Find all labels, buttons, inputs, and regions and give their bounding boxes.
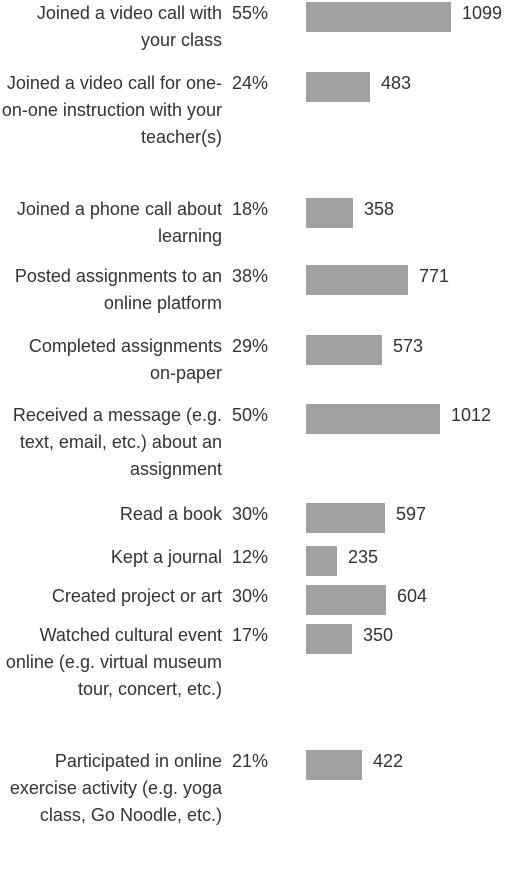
percent-label: 21% (232, 751, 269, 771)
category-label: Joined a video call for one-on-one instr… (1, 73, 222, 147)
percent-label: 29% (232, 336, 269, 356)
percent-label: 55% (232, 3, 269, 23)
value-label: 573 (393, 336, 424, 356)
category-label: Kept a journal (110, 547, 222, 567)
bar (306, 503, 385, 533)
category-label: Joined a phone call about learning (16, 199, 222, 246)
percent-label: 30% (232, 586, 269, 606)
value-label: 235 (348, 547, 379, 567)
percent-label: 24% (232, 73, 269, 93)
category-label: Posted assignments to an online platform (14, 266, 222, 313)
category-label: Participated in online exercise activity… (9, 751, 222, 825)
value-label: 350 (363, 625, 394, 645)
value-label: 422 (373, 751, 404, 771)
bar (306, 585, 386, 615)
category-label: Read a book (119, 504, 222, 524)
bar (306, 335, 382, 365)
percent-label: 50% (232, 405, 269, 425)
bar (306, 624, 352, 654)
percent-label: 17% (232, 625, 269, 645)
value-label: 1012 (451, 405, 492, 425)
value-label: 597 (396, 504, 427, 524)
bar (306, 198, 353, 228)
category-label: Completed assignments on-paper (28, 336, 222, 383)
category-label: Joined a video call with your class (36, 3, 222, 50)
bar (306, 750, 362, 780)
value-label: 771 (419, 266, 450, 286)
value-label: 483 (381, 73, 412, 93)
value-label: 604 (397, 586, 428, 606)
percent-label: 12% (232, 547, 269, 567)
value-label: 358 (364, 199, 395, 219)
category-label: Received a message (e.g. text, email, et… (12, 405, 222, 479)
percent-label: 30% (232, 504, 269, 524)
bar (306, 72, 370, 102)
bar (306, 2, 451, 32)
value-label: 1099 (462, 3, 503, 23)
bar (306, 404, 440, 434)
category-label: Created project or art (51, 586, 222, 606)
percent-label: 38% (232, 266, 269, 286)
bar (306, 546, 337, 576)
percent-label: 18% (232, 199, 269, 219)
bar (306, 265, 408, 295)
category-label: Watched cultural event online (e.g. virt… (5, 625, 222, 699)
